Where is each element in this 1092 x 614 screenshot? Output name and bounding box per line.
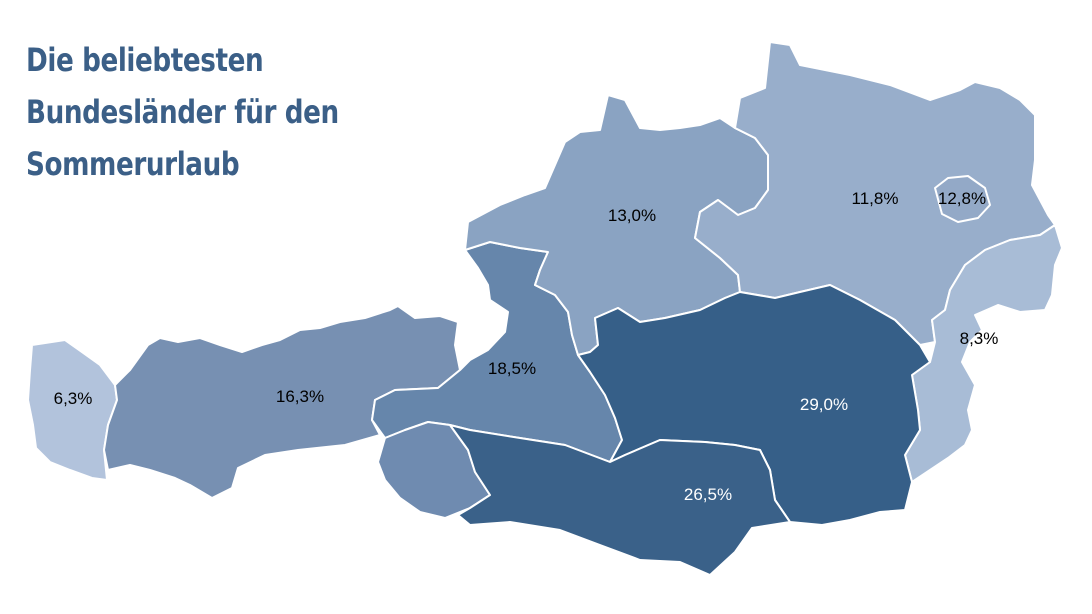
title-line-3: Sommerurlaub <box>26 145 240 183</box>
title-line-1: Die beliebtesten <box>26 41 264 79</box>
region-vorarlberg[interactable] <box>27 339 118 481</box>
label-kaernten: 26,5% <box>684 485 732 504</box>
region-burgenland[interactable] <box>904 224 1063 483</box>
label-salzburg: 18,5% <box>488 359 536 378</box>
label-burgenland: 8,3% <box>960 329 999 348</box>
title-line-2: Bundesländer für den <box>26 93 339 131</box>
label-tirol: 16,3% <box>276 387 324 406</box>
label-steiermark: 29,0% <box>800 395 848 414</box>
map-title: Die beliebtesten Bundesländer für den So… <box>26 34 370 190</box>
label-vorarlberg: 6,3% <box>54 389 93 408</box>
label-niederoesterreich: 11,8% <box>852 189 899 208</box>
label-oberoesterreich: 13,0% <box>608 206 656 225</box>
label-wien: 12,8% <box>938 189 986 208</box>
region-wien[interactable] <box>934 175 991 223</box>
region-kaernten[interactable] <box>449 424 791 576</box>
